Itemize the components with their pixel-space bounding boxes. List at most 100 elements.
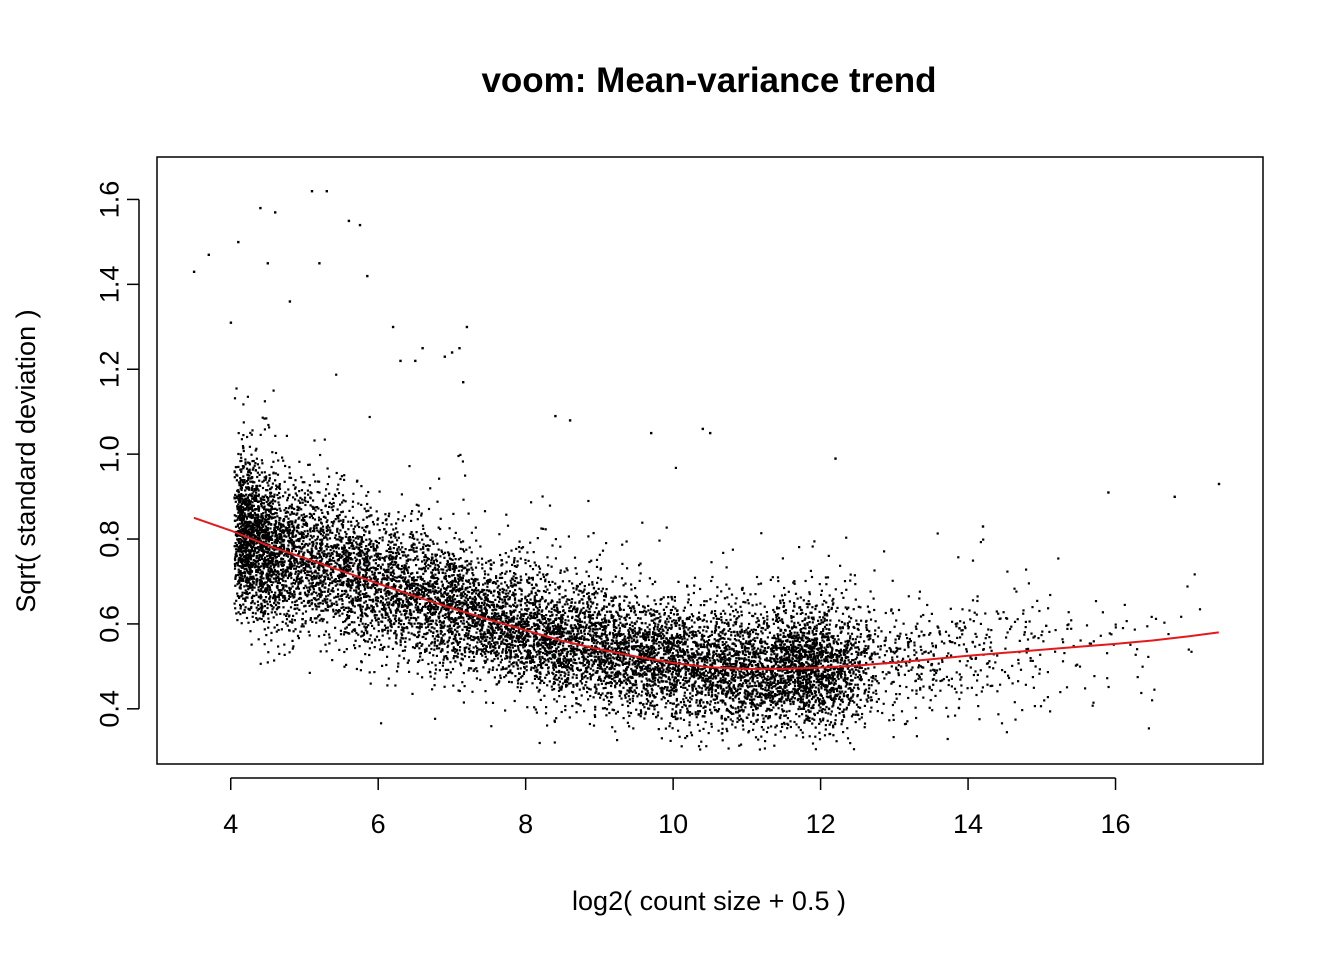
- data-point: [840, 592, 843, 595]
- data-point: [913, 649, 916, 652]
- data-point: [413, 550, 416, 553]
- data-point: [808, 621, 811, 624]
- data-point: [490, 616, 493, 619]
- data-point: [405, 559, 408, 562]
- data-point: [641, 660, 644, 663]
- data-point: [419, 575, 422, 578]
- data-point: [392, 563, 395, 566]
- data-point: [324, 607, 327, 611]
- data-point: [442, 552, 445, 556]
- data-point: [936, 625, 939, 628]
- data-point: [291, 601, 294, 604]
- data-point: [337, 595, 340, 598]
- data-point: [829, 659, 832, 662]
- data-point: [397, 518, 400, 521]
- data-point: [371, 573, 374, 576]
- data-point: [976, 599, 979, 603]
- data-point: [351, 610, 354, 613]
- data-point: [314, 555, 317, 558]
- data-point: [278, 486, 281, 489]
- data-point: [740, 674, 743, 677]
- data-point: [839, 661, 842, 664]
- data-point: [692, 615, 695, 618]
- data-point: [443, 633, 446, 636]
- data-point: [731, 548, 734, 551]
- data-point: [255, 557, 258, 560]
- data-point: [731, 663, 734, 666]
- data-point: [959, 636, 962, 639]
- data-point: [728, 683, 731, 686]
- data-point: [966, 660, 969, 663]
- data-point: [368, 562, 371, 565]
- data-point: [614, 662, 617, 665]
- data-point: [612, 635, 615, 638]
- data-point: [292, 531, 295, 534]
- data-point: [254, 508, 257, 511]
- data-point: [643, 653, 647, 656]
- data-point: [931, 642, 934, 645]
- data-point: [374, 558, 377, 561]
- data-point: [644, 638, 647, 641]
- data-point: [903, 648, 906, 651]
- data-point: [411, 536, 414, 539]
- data-point: [1114, 623, 1117, 626]
- data-point: [390, 557, 393, 561]
- data-point: [505, 645, 508, 648]
- data-point: [316, 594, 319, 597]
- data-point: [707, 635, 710, 638]
- data-point: [345, 567, 348, 570]
- data-point: [598, 676, 601, 679]
- data-point: [556, 640, 559, 643]
- data-point: [643, 654, 646, 658]
- data-point: [514, 589, 517, 592]
- data-point: [854, 673, 857, 676]
- data-point: [234, 559, 237, 562]
- data-point: [539, 682, 542, 685]
- data-point: [493, 676, 496, 679]
- data-point: [646, 685, 649, 688]
- data-point: [429, 591, 432, 594]
- data-point: [263, 417, 266, 420]
- data-point: [689, 659, 692, 662]
- data-point: [868, 656, 871, 660]
- data-point: [240, 484, 243, 487]
- data-point: [270, 486, 273, 489]
- data-point: [589, 647, 593, 650]
- data-point: [1017, 658, 1020, 661]
- data-point: [457, 577, 460, 580]
- data-point: [684, 660, 687, 663]
- data-point: [501, 576, 504, 579]
- data-point: [809, 686, 812, 689]
- data-point: [935, 679, 938, 682]
- data-point: [473, 668, 476, 671]
- data-point: [820, 649, 823, 652]
- data-point: [483, 599, 486, 602]
- data-point: [446, 629, 449, 632]
- data-point: [855, 619, 858, 622]
- data-point: [802, 706, 805, 709]
- data-point: [248, 445, 251, 448]
- data-point: [735, 657, 738, 660]
- data-point: [675, 665, 678, 668]
- data-point: [577, 615, 580, 619]
- data-point: [683, 703, 686, 706]
- data-point: [373, 554, 376, 557]
- data-point: [767, 686, 771, 689]
- data-point: [715, 649, 718, 652]
- data-point: [775, 724, 778, 727]
- data-point: [847, 656, 850, 659]
- data-point: [785, 651, 788, 654]
- data-point: [242, 449, 245, 453]
- data-point: [387, 597, 390, 600]
- data-point: [300, 532, 303, 535]
- data-point: [653, 655, 656, 658]
- data-point: [298, 608, 301, 611]
- data-point: [828, 594, 831, 597]
- data-point: [780, 594, 784, 597]
- data-point: [329, 531, 332, 534]
- data-point: [646, 658, 649, 661]
- data-point: [798, 715, 801, 718]
- data-point: [533, 603, 536, 606]
- data-point: [320, 591, 323, 594]
- data-point: [297, 562, 300, 565]
